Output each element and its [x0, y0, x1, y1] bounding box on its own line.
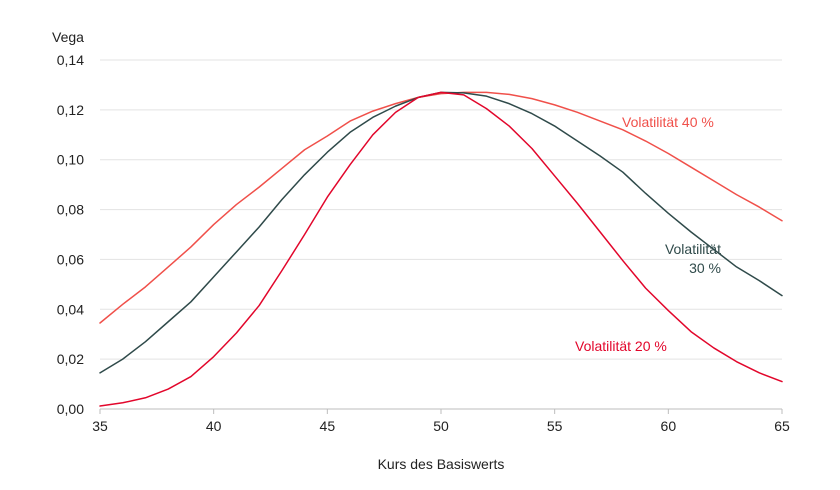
series-label-line: 30 %	[689, 260, 721, 276]
x-axis-ticks: 35 40 45 50 55 60 65	[92, 409, 790, 434]
x-tick-label: 40	[206, 418, 222, 434]
y-tick-label: 0,14	[57, 52, 84, 68]
series-line-0	[99, 91, 783, 324]
x-tick-label: 65	[774, 418, 790, 434]
series-label-line: Volatilität 40 %	[622, 114, 714, 130]
y-tick-label: 0,04	[57, 301, 84, 317]
x-tick-label: 55	[547, 418, 563, 434]
series-label-2: Volatilität 20 %	[575, 338, 667, 354]
y-tick-label: 0,10	[57, 152, 84, 168]
series-labels: Volatilität 40 %Volatilität 30 %Volatilit…	[575, 114, 721, 354]
series-label-0: Volatilität 40 %	[622, 114, 714, 130]
x-tick-label: 60	[661, 418, 677, 434]
x-tick-label: 35	[92, 418, 108, 434]
series-lines	[99, 91, 783, 407]
y-tick-label: 0,12	[57, 102, 84, 118]
y-tick-label: 0,06	[57, 251, 84, 267]
x-axis-title: Kurs des Basiswerts	[378, 456, 505, 472]
series-line-1	[99, 91, 783, 374]
y-axis-ticks: 0,00 0,02 0,04 0,06 0,08 0,10 0,12 0,14	[57, 52, 84, 417]
y-tick-label: 0,02	[57, 351, 84, 367]
y-tick-label: 0,00	[57, 401, 84, 417]
x-tick-label: 45	[320, 418, 336, 434]
y-axis-title: Vega	[52, 29, 84, 45]
x-tick-label: 50	[433, 418, 449, 434]
series-label-line: Volatilität	[665, 241, 721, 257]
grid-lines	[100, 59, 782, 410]
series-label-1: Volatilität 30 %	[665, 241, 721, 276]
series-line-2	[99, 91, 783, 407]
series-label-line: Volatilität 20 %	[575, 338, 667, 354]
y-tick-label: 0,08	[57, 202, 84, 218]
